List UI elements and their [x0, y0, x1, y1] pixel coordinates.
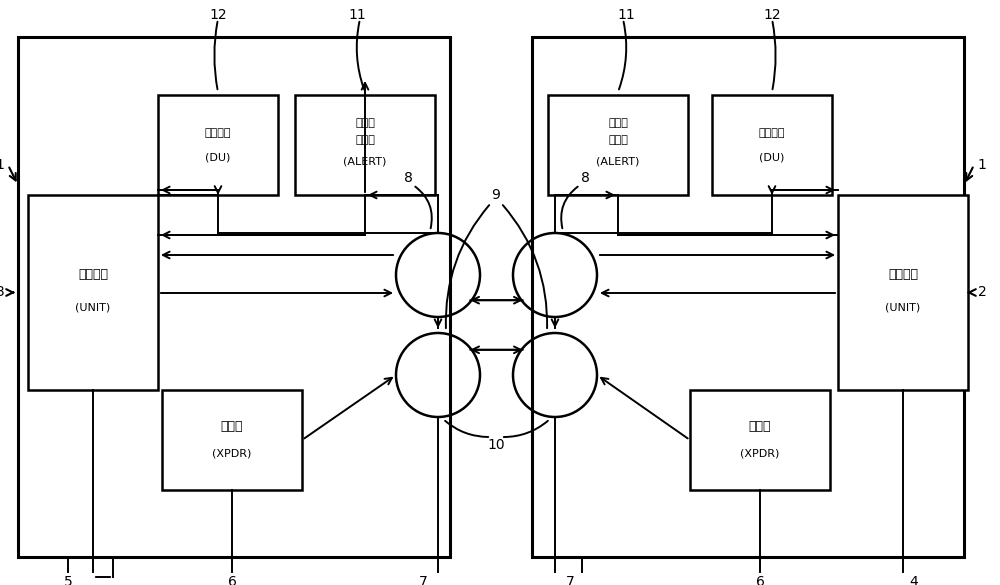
Text: (DU): (DU) [205, 152, 231, 162]
Text: (ALERT): (ALERT) [343, 156, 387, 166]
Text: 应答器: 应答器 [749, 419, 771, 432]
Text: 标准报: 标准报 [355, 118, 375, 128]
Bar [838, 195, 968, 390]
Bar [690, 390, 830, 490]
Text: 管理组件: 管理组件 [888, 268, 918, 281]
Bar [548, 95, 688, 195]
Text: (XPDR): (XPDR) [740, 449, 780, 459]
Text: 4: 4 [910, 575, 918, 585]
Text: 应答器: 应答器 [221, 419, 243, 432]
Text: 警单元: 警单元 [608, 135, 628, 145]
Text: (DU): (DU) [759, 152, 785, 162]
Bar [28, 195, 158, 390]
Text: (UNIT): (UNIT) [75, 302, 111, 312]
Text: (UNIT): (UNIT) [885, 302, 921, 312]
Bar [162, 390, 302, 490]
Text: 显示单元: 显示单元 [759, 128, 785, 138]
Bar [18, 37, 450, 557]
Text: (XPDR): (XPDR) [212, 449, 252, 459]
Text: 显示单元: 显示单元 [205, 128, 231, 138]
Text: 6: 6 [756, 575, 764, 585]
Text: 1: 1 [978, 158, 986, 172]
Text: 控制组件: 控制组件 [78, 268, 108, 281]
Bar [295, 95, 435, 195]
Text: (ALERT): (ALERT) [596, 156, 640, 166]
Text: 12: 12 [763, 8, 781, 22]
Text: 8: 8 [581, 171, 589, 185]
Text: 12: 12 [209, 8, 227, 22]
Bar [712, 95, 832, 195]
Bar [158, 95, 278, 195]
Text: 2: 2 [978, 285, 986, 300]
Text: 10: 10 [487, 438, 505, 452]
Text: 1: 1 [0, 158, 4, 172]
Text: 警单元: 警单元 [355, 135, 375, 145]
Text: 3: 3 [0, 285, 4, 300]
Text: 标准报: 标准报 [608, 118, 628, 128]
Text: 7: 7 [419, 575, 427, 585]
Bar [532, 37, 964, 557]
Text: 9: 9 [492, 188, 500, 202]
Text: 11: 11 [348, 8, 366, 22]
Text: 8: 8 [404, 171, 412, 185]
Text: 5: 5 [64, 575, 72, 585]
Text: 11: 11 [617, 8, 635, 22]
Text: 6: 6 [228, 575, 236, 585]
Text: 7: 7 [566, 575, 574, 585]
